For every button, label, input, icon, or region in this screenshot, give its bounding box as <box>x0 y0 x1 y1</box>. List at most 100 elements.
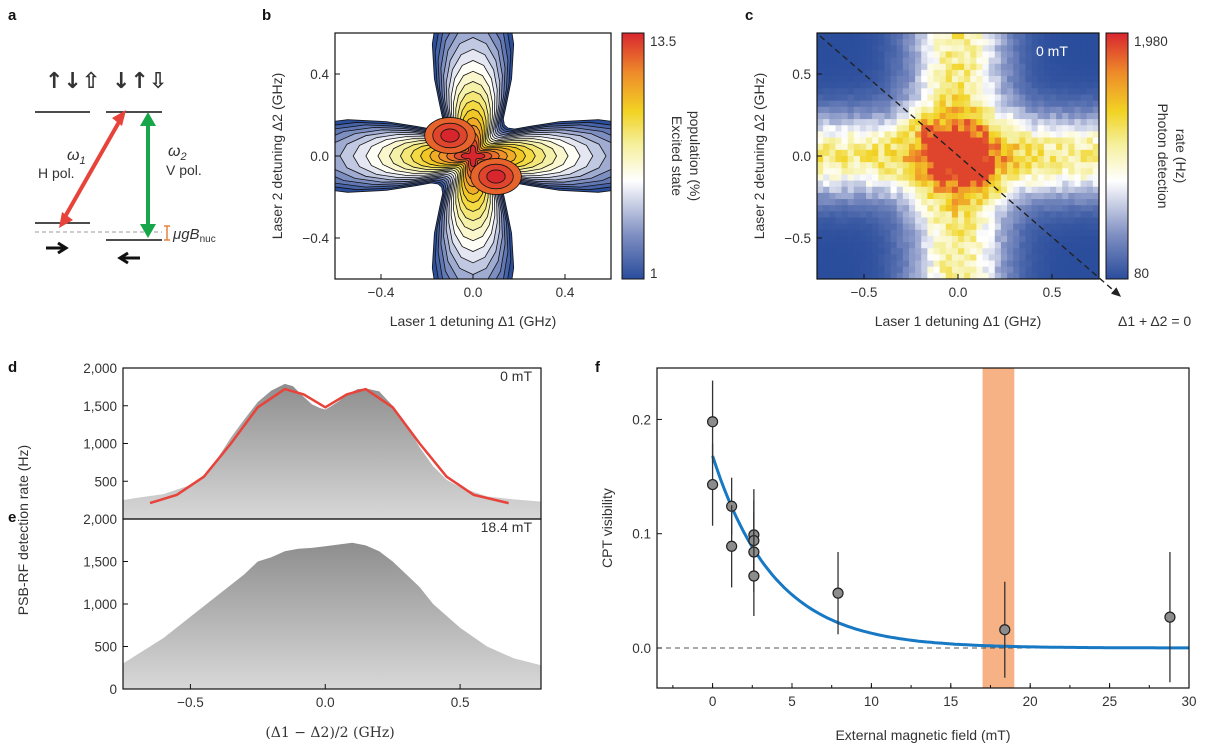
panel-c-pixel <box>994 205 1002 212</box>
panel-c-pixel <box>1092 82 1099 89</box>
panel-c-pixel <box>1074 45 1082 52</box>
panel-c-pixel <box>988 125 996 132</box>
panel-c-pixel <box>988 186 996 194</box>
panel-c-pixel <box>1086 205 1094 212</box>
panel-c-pixel <box>1062 192 1069 200</box>
panel-c-pixel <box>847 162 855 169</box>
panel-c-pixel <box>829 235 836 243</box>
panel-c-pixel <box>915 69 922 77</box>
panel-c-pixel <box>908 254 916 261</box>
panel-c-pixel <box>1025 57 1032 65</box>
panel-c-pixel <box>958 199 965 206</box>
panel-d-ytick-label: 1,000 <box>83 437 117 452</box>
panel-c-pixel <box>859 106 867 114</box>
panel-c-pixel <box>1013 199 1020 206</box>
panel-c-pixel <box>1080 211 1088 218</box>
panel-c-pixel <box>817 88 824 95</box>
panel-c-pixel <box>1013 254 1020 261</box>
panel-c-pixel <box>1007 119 1014 126</box>
panel-c-pixel <box>884 94 891 102</box>
panel-c-pixel <box>1013 94 1020 102</box>
panel-c-pixel <box>859 149 867 157</box>
panel-c-pixel <box>970 143 977 151</box>
panel-c-pixel <box>1092 94 1099 102</box>
panel-c-pixel <box>1049 143 1057 151</box>
panel-c-pixel <box>1062 211 1069 218</box>
panel-c-pixel <box>982 45 990 52</box>
panel-c-pixel <box>988 69 996 77</box>
panel-c-xtick-label: −0.5 <box>851 285 878 300</box>
panel-c-pixel <box>859 266 867 274</box>
panel-f-xtick-label: 30 <box>1181 694 1196 709</box>
panel-c-pixel <box>1074 51 1082 58</box>
panel-c-pixel <box>927 192 934 200</box>
panel-c-pixel <box>976 69 983 77</box>
panel-c-pixel <box>945 156 953 163</box>
omega2-arrowhead-top <box>140 112 156 126</box>
panel-c-pixel <box>1049 266 1057 274</box>
panel-c-pixel <box>859 100 867 108</box>
panel-c-pixel <box>1000 199 1008 206</box>
panel-c-pixel <box>1074 106 1082 114</box>
panel-c-pixel <box>1037 192 1045 200</box>
panel-c-pixel <box>958 260 965 268</box>
panel-c-pixel <box>1007 57 1014 65</box>
panel-c-pixel <box>1019 248 1026 255</box>
panel-f-xtick-label: 25 <box>1102 694 1117 709</box>
panel-c-pixel <box>890 260 898 268</box>
panel-c-pixel <box>817 192 824 200</box>
panel-c-pixel <box>945 186 953 194</box>
panel-c-pixel <box>958 131 965 138</box>
panel-c-pixel <box>915 125 922 132</box>
panel-c-pixel <box>847 242 855 249</box>
panel-c-pixel <box>915 94 922 102</box>
panel-c-pixel <box>1056 106 1063 114</box>
panel-c-pixel <box>988 51 996 58</box>
panel-f-point <box>1164 611 1176 623</box>
panel-c-pixel <box>933 149 941 157</box>
panel-c-pixel <box>939 248 947 255</box>
panel-f-point <box>748 570 760 582</box>
panel-c-pixel <box>866 119 873 126</box>
panel-c-pixel <box>823 199 830 206</box>
panel-c-pixel <box>1068 211 1075 218</box>
panel-c-pixel <box>1049 112 1057 120</box>
panel-c-pixel <box>1019 88 1026 95</box>
panel-c-pixel <box>1049 33 1057 40</box>
panel-c-pixel <box>958 223 965 231</box>
panel-c-pixel <box>1019 69 1026 77</box>
panel-c-pixel <box>1025 143 1032 151</box>
panel-c-pixel <box>970 217 977 225</box>
panel-f-point <box>832 587 844 599</box>
panel-c-pixel <box>1068 63 1075 71</box>
panel-c-pixel <box>853 192 861 200</box>
panel-c-pixel <box>847 217 855 225</box>
panel-c-pixel <box>902 149 910 157</box>
panel-c-pixel <box>1086 149 1094 157</box>
panel-c-pixel <box>970 229 977 237</box>
panel-c-pixel <box>884 235 891 243</box>
panel-c-pixel <box>988 199 996 206</box>
panel-c-pixel <box>841 82 849 89</box>
panel-c-pixel <box>1062 205 1069 212</box>
panel-c-pixel <box>896 45 904 52</box>
panel-c-pixel <box>921 100 928 108</box>
panel-c-pixel <box>890 100 898 108</box>
panel-c-pixel <box>1086 156 1094 163</box>
panel-c-pixel <box>951 76 959 83</box>
panel-c-pixel <box>1068 131 1075 138</box>
panel-c-pixel <box>1086 217 1094 225</box>
panel-c-pixel <box>878 242 885 249</box>
panel-c-pixel <box>841 254 849 261</box>
panel-c-pixel <box>1062 131 1069 138</box>
panel-c-pixel <box>1068 199 1075 206</box>
panel-c-pixel <box>1062 100 1069 108</box>
panel-b-colorbar-label-line2: population (%) <box>687 111 703 201</box>
panel-c-pixel <box>1068 272 1075 279</box>
panel-c-pixel <box>933 69 941 77</box>
panel-c-pixel <box>847 82 855 89</box>
panel-c-pixel <box>1007 217 1014 225</box>
panel-c-pixel <box>1092 106 1099 114</box>
panel-c-pixel <box>1062 63 1069 71</box>
panel-c-pixel <box>1000 76 1008 83</box>
